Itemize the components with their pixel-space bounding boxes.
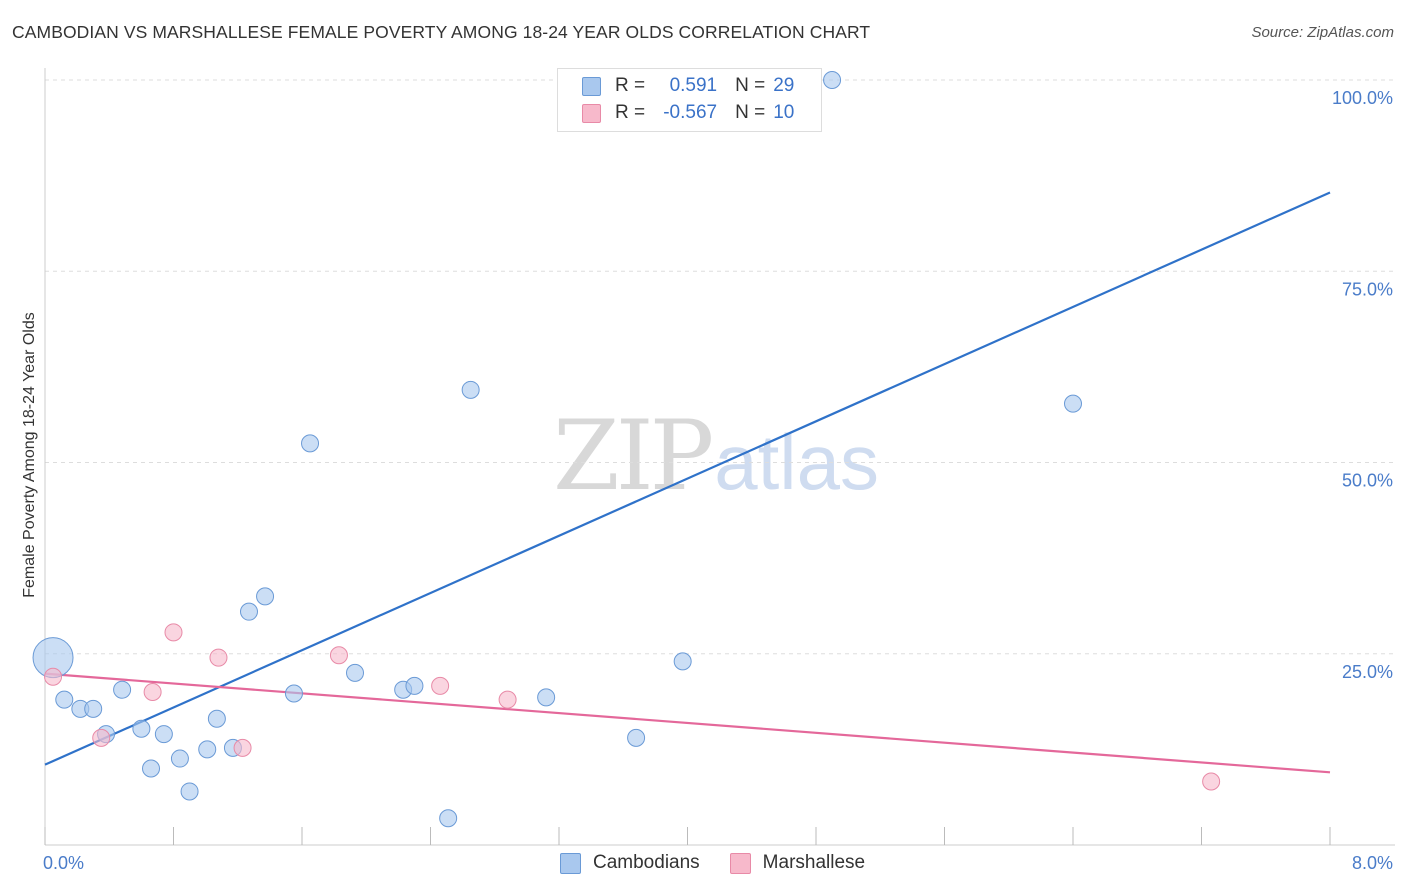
legend-swatch-cambodians bbox=[582, 76, 601, 96]
legend-n-value-cambodians: 29 bbox=[773, 75, 795, 96]
point-marshallese-0 bbox=[44, 667, 63, 686]
point-cambodians-8 bbox=[154, 725, 173, 744]
point-cambodians-26 bbox=[673, 652, 692, 671]
legend-row-cambodians: R = 0.591 N = 29 bbox=[582, 74, 794, 98]
point-cambodians-25 bbox=[627, 728, 646, 747]
point-marshallese-2 bbox=[143, 683, 162, 701]
x-tick-label-max: 8.0% bbox=[1352, 853, 1393, 873]
trend-lines bbox=[44, 191, 1331, 774]
grid-lines bbox=[45, 79, 1395, 655]
point-marshallese-4 bbox=[209, 648, 228, 667]
point-cambodians-1 bbox=[55, 690, 74, 709]
axes bbox=[44, 68, 1395, 846]
trend-line-marshallese bbox=[44, 672, 1331, 774]
series-label-marshallese: Marshallese bbox=[762, 852, 866, 873]
y-tick-label-25: 25.0% bbox=[1342, 662, 1393, 682]
point-cambodians-5 bbox=[113, 680, 132, 699]
point-cambodians-14 bbox=[239, 602, 258, 621]
point-marshallese-6 bbox=[329, 646, 348, 665]
x-tick-label-min: 0.0% bbox=[43, 853, 84, 873]
point-cambodians-6 bbox=[132, 719, 151, 738]
point-cambodians-16 bbox=[284, 684, 303, 703]
point-cambodians-15 bbox=[256, 587, 275, 606]
trend-line-cambodians bbox=[44, 191, 1331, 766]
y-axis-title: Female Poverty Among 18-24 Year Olds bbox=[21, 312, 38, 598]
point-cambodians-7 bbox=[142, 759, 161, 778]
series-swatch-cambodians bbox=[560, 852, 581, 874]
point-cambodians-21 bbox=[439, 809, 458, 828]
point-marshallese-8 bbox=[498, 690, 517, 709]
chart-title: CAMBODIAN VS MARSHALLESE FEMALE POVERTY … bbox=[12, 22, 871, 42]
legend-r-label: R = bbox=[615, 102, 646, 123]
legend-n-value-marshallese: 10 bbox=[773, 102, 795, 123]
axis-labels: 25.0% 50.0% 75.0% 100.0% 0.0% 8.0% Female Pove… bbox=[21, 88, 1393, 873]
point-marshallese-5 bbox=[233, 738, 252, 757]
series-swatch-marshallese bbox=[729, 852, 751, 874]
point-cambodians-11 bbox=[198, 740, 217, 759]
legend-n-label: N = bbox=[735, 75, 766, 96]
point-cambodians-17 bbox=[301, 434, 320, 453]
series-label-cambodians: Cambodians bbox=[593, 852, 700, 873]
series-legend-marshallese: Marshallese bbox=[729, 852, 866, 874]
point-cambodians-23 bbox=[537, 688, 556, 707]
point-cambodians-10 bbox=[180, 782, 199, 801]
point-cambodians-3 bbox=[84, 699, 103, 718]
point-cambodians-28 bbox=[1064, 394, 1082, 413]
point-cambodians-9 bbox=[170, 749, 189, 768]
legend-r-label: R = bbox=[615, 75, 646, 96]
point-cambodians-22 bbox=[461, 380, 480, 399]
data-points bbox=[32, 71, 1221, 828]
stats-legend: R = 0.591 N = 29 R = -0.567 N = 10 bbox=[557, 68, 822, 132]
legend-r-value-marshallese: -0.567 bbox=[663, 102, 718, 123]
point-marshallese-3 bbox=[164, 623, 183, 642]
y-tick-label-50: 50.0% bbox=[1342, 471, 1393, 491]
legend-r-value-cambodians: 0.591 bbox=[669, 75, 718, 96]
point-marshallese-1 bbox=[92, 728, 111, 747]
y-tick-label-75: 75.0% bbox=[1342, 279, 1393, 299]
legend-n-label: N = bbox=[735, 102, 766, 123]
y-tick-label-100: 100.0% bbox=[1332, 88, 1393, 108]
point-marshallese-7 bbox=[431, 676, 450, 695]
point-cambodians-12 bbox=[207, 709, 226, 728]
point-marshallese-9 bbox=[1202, 772, 1221, 791]
point-cambodians-18 bbox=[346, 663, 365, 682]
point-cambodians-27 bbox=[823, 71, 842, 89]
point-cambodians-20 bbox=[405, 676, 424, 695]
series-legend: Cambodians Marshallese bbox=[560, 852, 895, 874]
source-label: Source: ZipAtlas.com bbox=[1251, 24, 1394, 41]
legend-swatch-marshallese bbox=[582, 103, 601, 123]
series-legend-cambodians: Cambodians bbox=[560, 852, 700, 874]
legend-row-marshallese: R = -0.567 N = 10 bbox=[582, 101, 794, 125]
